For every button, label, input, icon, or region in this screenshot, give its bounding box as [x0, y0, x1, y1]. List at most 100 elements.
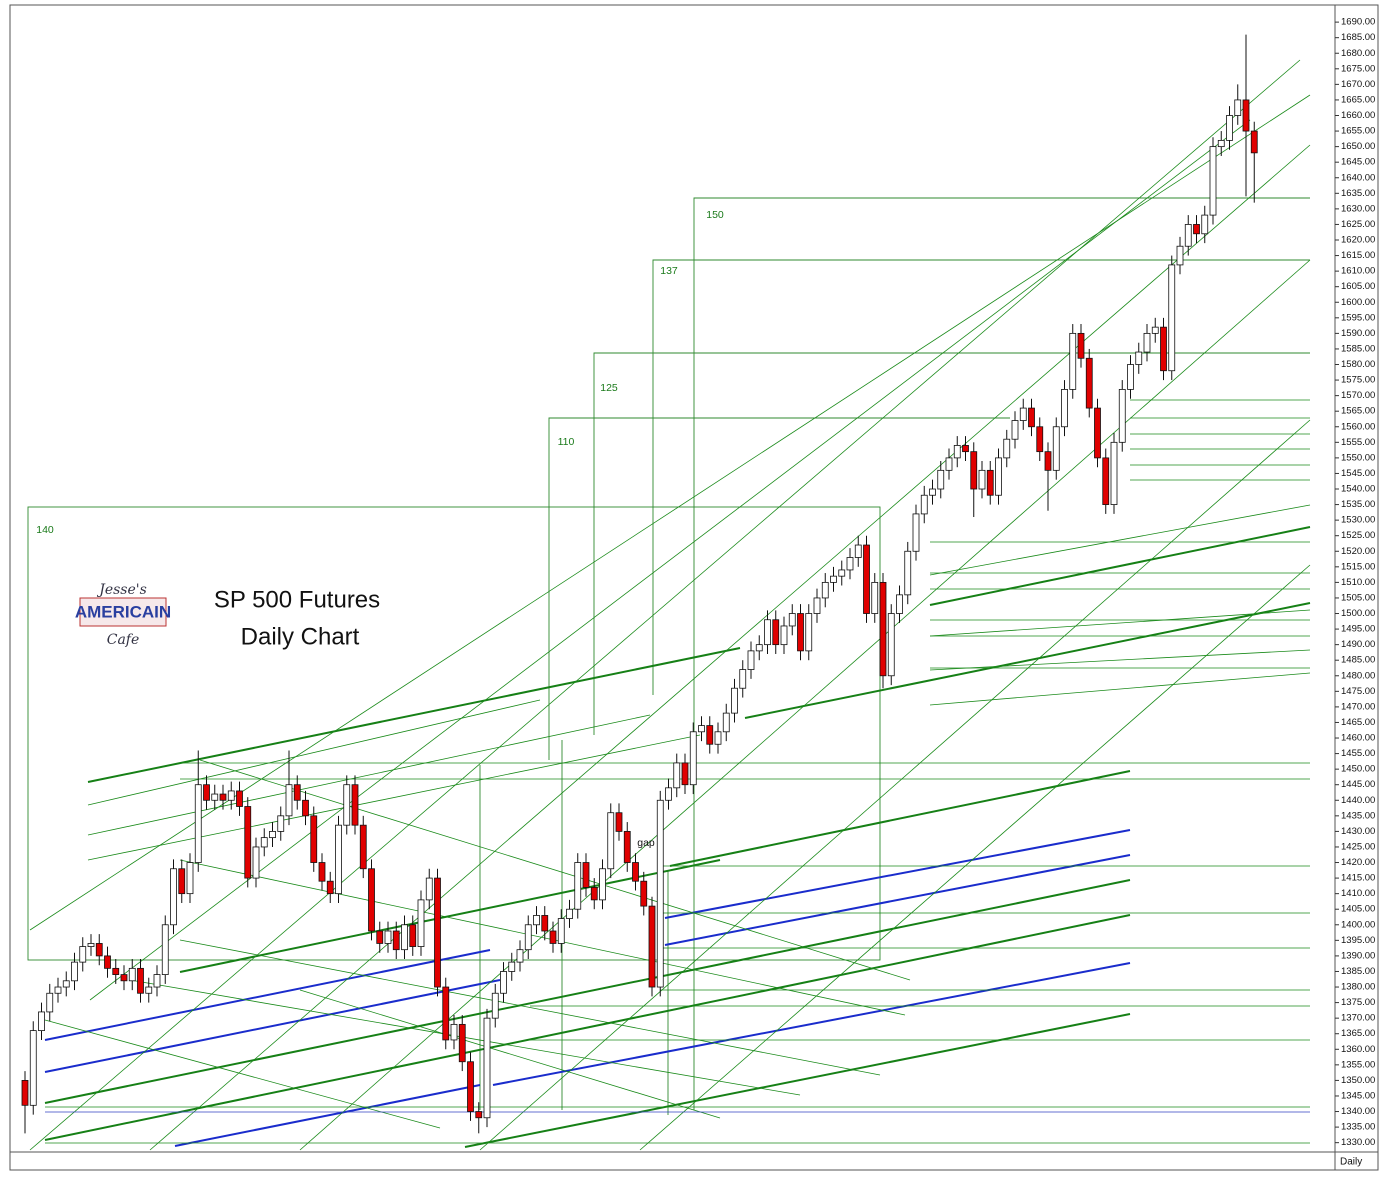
candle-body: [805, 613, 813, 652]
y-tick-label: 1380.00: [1341, 982, 1375, 993]
y-tick-label: 1535.00: [1341, 499, 1375, 510]
y-tick-label: 1690.00: [1341, 17, 1375, 28]
candle-body: [450, 1023, 458, 1041]
candle-body: [1143, 332, 1151, 353]
candle-body: [574, 862, 582, 910]
candle-body: [1151, 326, 1159, 334]
candle-body: [491, 992, 499, 1019]
candle-body: [194, 784, 202, 863]
candle-body: [1135, 351, 1143, 365]
candle-body: [970, 451, 978, 490]
annotation: 140: [36, 524, 54, 536]
candle-body: [458, 1023, 466, 1063]
candle-body: [1028, 407, 1035, 428]
candle-body: [178, 868, 186, 895]
y-tick-label: 1330.00: [1341, 1137, 1375, 1148]
candle-body: [1003, 438, 1011, 459]
candle-body: [623, 831, 631, 863]
candle-body: [524, 924, 532, 951]
y-tick-label: 1365.00: [1341, 1028, 1375, 1039]
candle-body: [483, 1017, 491, 1119]
candle-body: [211, 793, 219, 801]
y-tick-label: 1485.00: [1341, 655, 1375, 666]
candle-body: [417, 899, 425, 947]
y-tick-label: 1575.00: [1341, 375, 1375, 386]
y-tick-label: 1630.00: [1341, 203, 1375, 214]
y-tick-label: 1350.00: [1341, 1075, 1375, 1086]
y-tick-label: 1445.00: [1341, 779, 1375, 790]
candle-body: [252, 846, 260, 879]
annotation: 137: [660, 265, 678, 277]
candle-body: [310, 815, 318, 863]
candle-body: [87, 943, 95, 947]
y-tick-label: 1370.00: [1341, 1013, 1375, 1024]
y-tick-label: 1450.00: [1341, 764, 1375, 775]
y-tick-label: 1580.00: [1341, 359, 1375, 370]
candle-body: [788, 613, 796, 627]
candle-body: [145, 986, 153, 994]
candle-body: [112, 967, 120, 975]
y-tick-label: 1475.00: [1341, 686, 1375, 697]
candle-body: [384, 930, 392, 944]
candle-body: [896, 594, 903, 614]
candle-body: [582, 862, 590, 888]
candle-body: [557, 918, 565, 944]
candle-body: [244, 806, 252, 879]
y-tick-label: 1570.00: [1341, 390, 1375, 401]
candle-body: [293, 784, 301, 801]
candle-body: [269, 831, 276, 839]
candle-body: [104, 955, 111, 969]
candle-body: [1069, 332, 1077, 390]
candle-body: [912, 513, 920, 552]
candle-body: [863, 544, 870, 614]
candle-body: [640, 880, 648, 907]
candle-body: [475, 1111, 483, 1119]
candle-body: [1201, 214, 1209, 235]
y-tick-label: 1430.00: [1341, 826, 1375, 837]
candle-body: [590, 887, 598, 901]
y-tick-label: 1385.00: [1341, 966, 1375, 977]
candle-body: [937, 469, 945, 490]
candle-body: [351, 784, 359, 826]
y-tick-label: 1420.00: [1341, 857, 1375, 868]
candle-body: [62, 980, 70, 988]
y-tick-label: 1565.00: [1341, 406, 1375, 417]
candle-body: [368, 868, 375, 932]
candle-body: [302, 799, 309, 817]
candle-body: [953, 445, 961, 459]
candle-body: [838, 569, 846, 577]
y-tick-label: 1650.00: [1341, 141, 1375, 152]
candle-body: [995, 457, 1002, 496]
candle-body: [38, 1011, 45, 1032]
candle-body: [830, 575, 837, 583]
y-tick-label: 1615.00: [1341, 250, 1375, 261]
period-label: Daily: [1340, 1157, 1362, 1168]
logo-line: AMERICAIN: [75, 602, 171, 621]
y-tick-label: 1640.00: [1341, 172, 1375, 183]
candle-body: [1019, 407, 1027, 421]
candle-body: [128, 967, 136, 982]
y-tick-label: 1670.00: [1341, 79, 1375, 90]
candle-body: [318, 862, 326, 882]
candle-body: [689, 731, 697, 786]
candle-body: [1168, 264, 1176, 372]
candle-body: [656, 799, 664, 988]
candle-body: [607, 812, 615, 870]
candle-body: [533, 915, 540, 926]
y-tick-label: 1645.00: [1341, 157, 1375, 168]
trendlines: [27, 59, 1311, 1151]
candle-body: [1176, 245, 1184, 266]
candle-body: [541, 915, 549, 932]
y-tick-label: 1595.00: [1341, 312, 1375, 323]
candle-body: [1077, 332, 1085, 359]
y-tick-label: 1515.00: [1341, 561, 1375, 572]
candle-body: [1118, 389, 1126, 443]
y-tick-label: 1435.00: [1341, 810, 1375, 821]
candle-body: [1127, 364, 1134, 390]
candle-body: [186, 862, 194, 895]
candle-body: [929, 488, 936, 496]
candle-body: [978, 469, 986, 490]
candle-body: [137, 967, 144, 994]
candle-body: [615, 812, 623, 832]
